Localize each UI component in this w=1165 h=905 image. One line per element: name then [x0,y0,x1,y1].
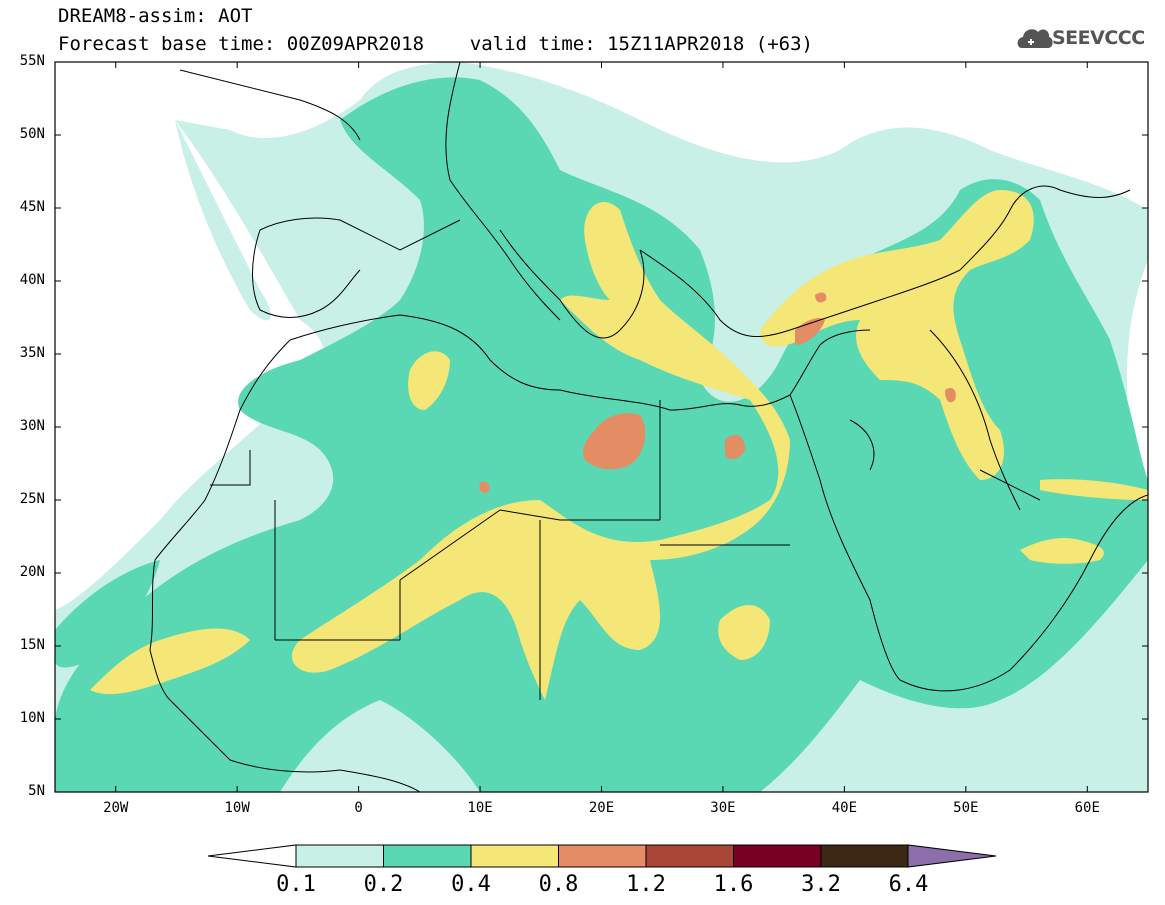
lat-label: 40N [19,272,45,288]
colorbar-level-label: 6.4 [888,872,929,897]
colorbar-level-label: 1.6 [713,872,754,897]
coastlines-and-borders [149,62,1148,792]
aot-band-0.4 [90,190,1148,700]
lon-label: 0 [354,800,363,816]
lat-label: 45N [19,199,45,215]
lat-label: 35N [19,345,45,361]
colorbar-box [470,844,559,868]
lon-label: 50E [953,800,979,816]
colorbar-level-label: 0.8 [538,872,579,897]
colorbar-over-triangle [907,844,997,868]
lat-label: 15N [19,637,45,653]
lon-label: 10E [467,800,493,816]
colorbar-under-triangle [207,844,297,868]
lat-label: 10N [19,710,45,726]
axis-ticks [55,61,1148,793]
lat-label: 25N [19,491,45,507]
colorbar-level-label: 3.2 [801,872,841,897]
lat-label: 5N [28,783,45,799]
lon-label: 10W [224,800,250,816]
colorbar-level-label: 0.2 [363,872,404,897]
aot-band-0.8 [479,292,956,493]
forecast-time-line: Forecast base time: 00Z09APR2018 valid t… [58,33,813,55]
colorbar-level-label: 1.2 [626,872,666,897]
cloud-logo-icon [1017,29,1053,48]
colorbar-box [645,844,734,868]
lat-label: 20N [19,564,45,580]
lon-label: 30E [710,800,736,816]
lon-label: 20W [103,800,129,816]
lon-label: 40E [831,800,858,816]
aot-field [55,62,1148,792]
colorbar-box [820,844,909,868]
lat-label: 30N [19,418,45,434]
map-title: DREAM8-assim: AOT [58,5,253,27]
colorbar-level-label: 0.1 [276,872,316,897]
logo-text: SEEVCCC [1052,27,1145,49]
colorbar-box [383,844,472,868]
colorbar [207,844,997,868]
lon-label: 60E [1074,800,1100,816]
colorbar-box [295,844,384,868]
colorbar-box [558,844,647,868]
lon-label: 20E [588,800,615,816]
colorbar-box [733,844,822,868]
lat-label: 55N [19,53,45,69]
colorbar-level-label: 0.4 [451,872,491,897]
lat-label: 50N [19,126,45,142]
